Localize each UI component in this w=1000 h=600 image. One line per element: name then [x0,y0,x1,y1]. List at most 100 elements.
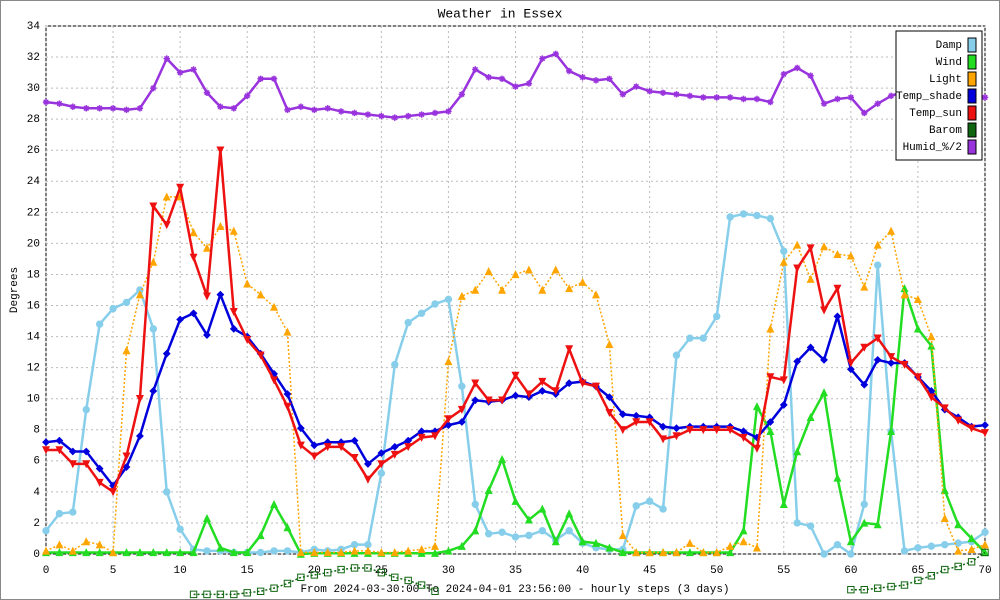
data-point [887,582,895,591]
y-tick-label: 0 [33,549,40,561]
data-point [229,548,238,557]
data-point [980,429,990,438]
data-point [900,547,909,555]
data-point [190,66,197,73]
data-point [350,436,359,445]
data-point [820,100,828,107]
data-point [967,534,976,543]
data-point [618,531,627,540]
data-point [230,590,238,599]
data-point [565,509,574,518]
data-point [632,502,640,510]
data-point [712,548,721,557]
data-point [873,261,882,269]
data-point [941,541,949,549]
legend-swatch [967,54,977,70]
data-point [833,541,842,549]
data-point [512,83,519,90]
legend-label: Wind [936,57,962,69]
data-point [726,541,735,550]
data-point [484,396,493,405]
data-point [579,74,586,81]
data-point [860,586,868,594]
data-point [324,105,331,112]
data-point [163,55,170,62]
data-point [672,424,681,433]
data-point [202,292,211,301]
data-point [364,111,372,118]
data-point [981,548,989,557]
data-point [82,460,91,469]
data-point [606,75,613,82]
data-point [834,95,841,103]
data-point [82,537,91,546]
data-point [981,94,989,101]
data-point [363,546,372,555]
data-point [752,444,761,453]
chart-title: Weather in Essex [438,6,563,21]
data-point [136,105,144,112]
data-point [351,109,358,117]
data-point [202,513,211,522]
data-point [685,426,694,435]
data-point [364,460,372,468]
data-point [471,285,480,294]
data-point [390,450,399,459]
data-point [619,91,627,98]
data-point [68,447,77,456]
legend-swatch [967,122,977,138]
data-point [846,365,855,374]
data-point [847,586,855,594]
data-point [685,538,694,547]
data-point [940,404,949,413]
data-point [323,548,332,557]
data-point [149,548,158,557]
data-point [833,473,842,482]
data-point [296,441,305,450]
data-point [270,584,278,592]
data-point [216,222,225,231]
data-point [55,510,64,518]
data-point [565,345,574,354]
data-point [967,545,976,554]
data-point [927,393,936,402]
data-point [740,95,747,103]
data-point [202,243,211,252]
data-point [591,290,600,299]
data-point [713,312,721,321]
data-point [55,436,64,445]
legend-label: Humid_%/2 [903,142,962,154]
x-tick-label: 30 [442,565,455,577]
data-point [431,300,439,308]
data-point [230,105,237,112]
data-point [82,548,91,557]
x-tick-label: 20 [308,565,321,577]
data-point [511,270,520,279]
data-point [471,526,480,535]
data-point [217,103,224,110]
data-point [431,109,439,117]
data-point [913,324,922,333]
legend-swatch [967,71,977,87]
data-point [498,396,507,405]
data-point [417,545,426,554]
data-point [189,228,198,237]
data-point [270,547,278,555]
data-point [793,240,802,249]
data-point [82,405,90,414]
data-point [524,390,533,399]
x-tick-label: 50 [710,565,723,577]
legend-swatch [967,37,977,53]
data-point [176,69,184,76]
data-point [122,548,131,557]
data-point [538,285,547,294]
data-point [861,109,868,117]
data-point [887,353,896,362]
data-point [203,547,211,555]
data-point [605,393,614,402]
data-point [766,324,775,333]
x-tick-label: 40 [576,565,589,577]
y-tick-label: 12 [27,363,40,375]
data-point [739,433,748,442]
data-point [913,294,922,304]
